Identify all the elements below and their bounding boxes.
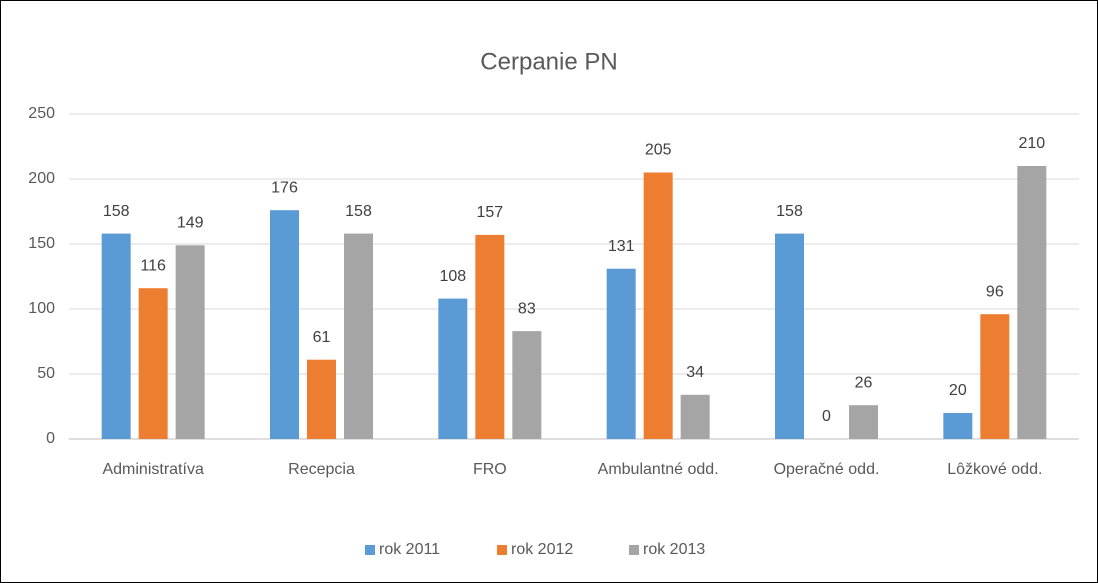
bar xyxy=(475,234,505,439)
y-tick-label: 150 xyxy=(28,235,55,252)
x-tick-label: Lôžkové odd. xyxy=(947,461,1043,478)
data-label: 210 xyxy=(1018,135,1045,152)
data-label: 96 xyxy=(986,283,1004,300)
data-label: 158 xyxy=(776,203,803,220)
data-label: 108 xyxy=(439,268,466,285)
data-label: 158 xyxy=(103,203,130,220)
bar xyxy=(512,331,542,439)
bar xyxy=(680,394,710,439)
data-label: 0 xyxy=(822,408,831,425)
bar xyxy=(438,298,468,439)
bar xyxy=(849,405,878,439)
bar xyxy=(175,245,205,439)
data-label: 34 xyxy=(686,364,704,381)
legend-label: rok 2012 xyxy=(511,541,573,558)
bar xyxy=(1017,166,1047,439)
bar xyxy=(606,268,636,439)
data-label: 149 xyxy=(177,215,204,232)
x-tick-label: Administratíva xyxy=(102,461,204,478)
bar xyxy=(138,288,168,439)
legend-swatch xyxy=(365,545,375,555)
data-label: 116 xyxy=(140,257,166,274)
data-label: 26 xyxy=(855,374,873,391)
legend-label: rok 2013 xyxy=(643,541,705,558)
y-tick-label: 50 xyxy=(37,365,55,382)
data-label: 158 xyxy=(345,203,372,220)
data-label: 205 xyxy=(645,142,672,159)
legend-swatch xyxy=(629,545,639,555)
data-label: 157 xyxy=(476,204,503,221)
y-tick-label: 250 xyxy=(28,105,55,122)
data-label: 20 xyxy=(949,382,967,399)
y-tick-label: 100 xyxy=(28,300,55,317)
bar xyxy=(270,210,299,439)
y-tick-label: 0 xyxy=(46,430,55,447)
x-tick-label: Operačné odd. xyxy=(773,461,880,478)
data-label: 83 xyxy=(518,300,536,317)
x-tick-label: Ambulantné odd. xyxy=(597,461,719,478)
data-label: 131 xyxy=(608,238,635,255)
x-tick-label: FRO xyxy=(472,461,507,478)
chart-title: Cerpanie PN xyxy=(480,48,617,75)
data-label: 61 xyxy=(313,329,331,346)
x-tick-label: Recepcia xyxy=(288,461,355,478)
legend-label: rok 2011 xyxy=(379,541,440,558)
bar xyxy=(980,314,1010,439)
legend-swatch xyxy=(497,545,507,555)
bar xyxy=(643,172,673,439)
y-tick-label: 200 xyxy=(28,170,55,187)
bar xyxy=(101,233,131,439)
data-label: 176 xyxy=(271,179,298,196)
bar xyxy=(344,233,373,439)
bar xyxy=(307,359,336,439)
bar xyxy=(775,233,804,439)
bar xyxy=(943,413,973,439)
